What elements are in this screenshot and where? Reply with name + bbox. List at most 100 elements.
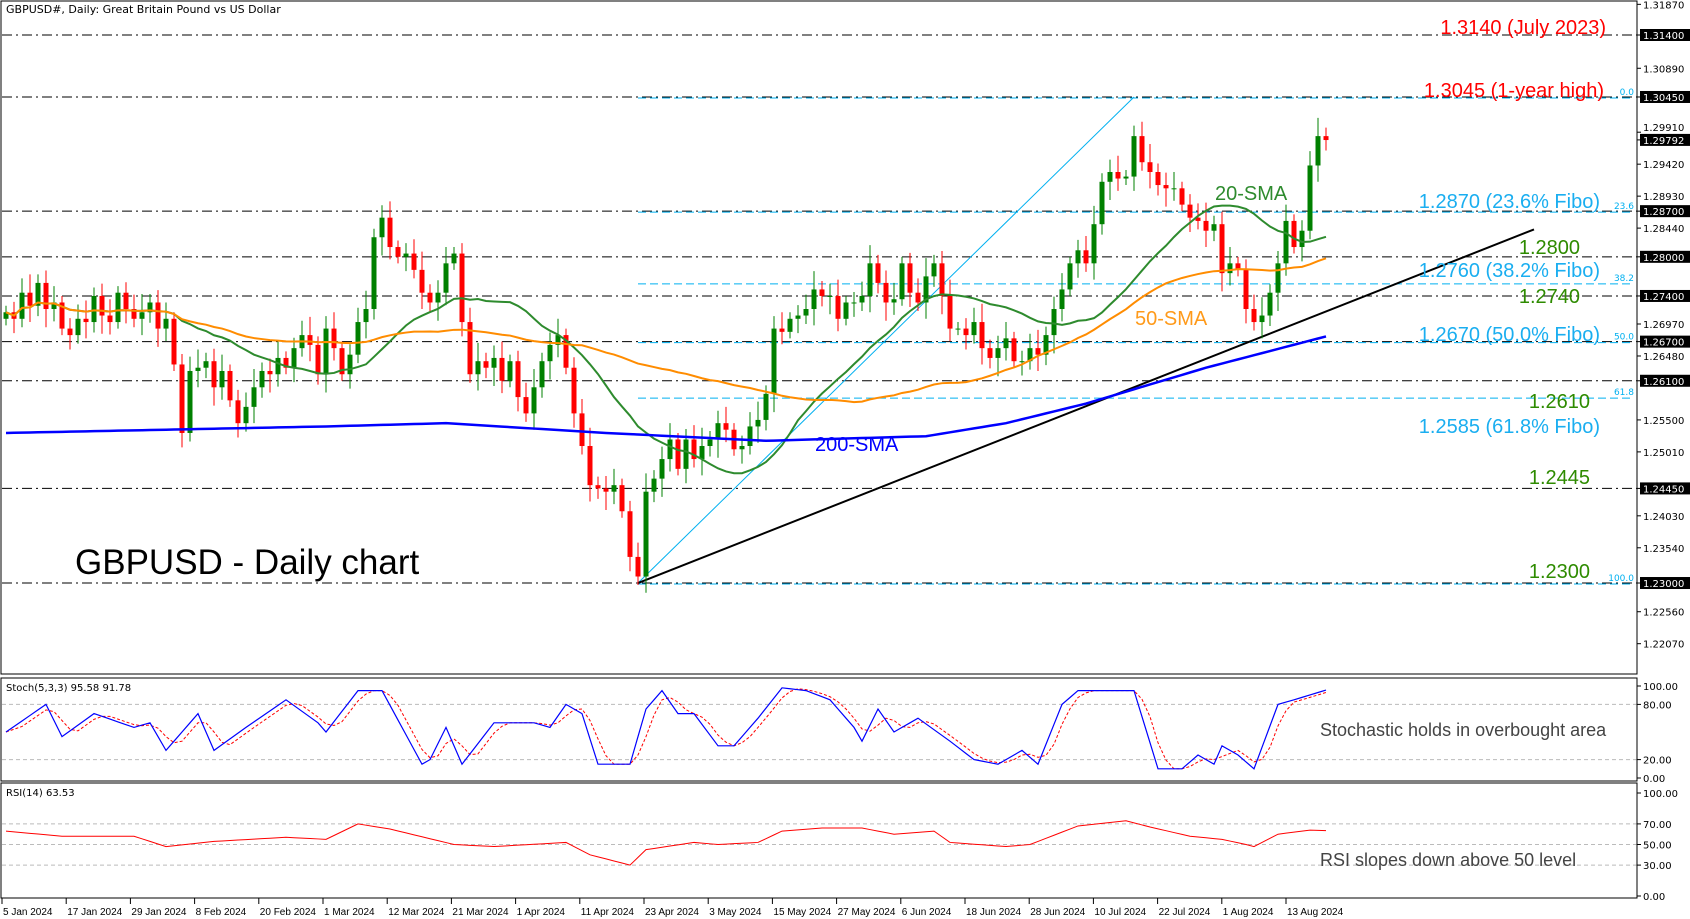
candle-body [771, 328, 777, 394]
candle-body [779, 328, 785, 332]
fibo-level-ratio: 38.2 [1614, 274, 1634, 284]
candle-body [515, 361, 521, 398]
candle-body [691, 439, 697, 460]
level-label-1-2610: 1.2610 [1529, 391, 1590, 413]
candle-body [1315, 136, 1321, 166]
date-tick-label: 18 Jun 2024 [966, 907, 1021, 918]
rsi-title: RSI(14) 63.53 [6, 788, 75, 799]
candle-body [907, 263, 913, 293]
candle-body [1227, 263, 1233, 274]
sma200-label: 200-SMA [815, 434, 899, 456]
candle-body [451, 253, 457, 264]
candle-body [307, 335, 313, 345]
candle-body [883, 282, 889, 303]
candle-body [667, 439, 673, 460]
candle-body [571, 367, 577, 414]
candle-body [1283, 220, 1289, 264]
candle-body [947, 295, 953, 329]
candle-body [1291, 220, 1297, 248]
uptrend-line [637, 228, 1535, 584]
candle-body [699, 446, 705, 460]
date-tick-label: 21 Mar 2024 [452, 907, 509, 918]
candle-body [923, 276, 929, 303]
candle-body [1235, 263, 1241, 270]
candle-body [867, 263, 873, 296]
candle-body [875, 263, 881, 283]
fibo-level-ratio: 0.0 [1620, 88, 1635, 98]
price-tick-label: 1.23540 [1643, 544, 1684, 555]
candle-body [371, 237, 377, 310]
candle-body [995, 348, 1001, 358]
candle-body [563, 335, 569, 368]
candle-body [443, 263, 449, 293]
candle-body [1131, 136, 1137, 177]
candle-body [1147, 162, 1153, 173]
candle-body [939, 263, 945, 296]
stoch-tick-label: 100.00 [1643, 682, 1678, 693]
candle-body [491, 357, 497, 368]
candle-body [915, 292, 921, 303]
candle-body [987, 348, 993, 358]
price-tag-background [1640, 289, 1690, 302]
candle-body [803, 309, 809, 316]
candle-body [891, 299, 897, 303]
candle-body [859, 295, 865, 303]
candle-body [1267, 292, 1273, 316]
candle-body [675, 439, 681, 469]
date-tick-label: 12 Mar 2024 [388, 907, 445, 918]
candle-body [507, 361, 513, 381]
level-label-1-3140: 1.3140 (July 2023) [1440, 17, 1606, 39]
price-tick-label: 1.29420 [1643, 160, 1684, 171]
price-panel: 0.0 23.6 38.2 50.0 61.8 100.0 [0, 0, 1638, 675]
candle-body [1059, 289, 1065, 310]
candle-body [171, 318, 177, 365]
candle-body [179, 364, 185, 433]
date-tick-label: 17 Jan 2024 [67, 907, 122, 918]
candle-body [1075, 250, 1081, 264]
candle-body [115, 292, 121, 323]
candle-body [163, 318, 169, 329]
candle-body [955, 328, 961, 330]
candle-body [467, 322, 473, 375]
candle-body [219, 370, 225, 388]
date-tick-label: 28 Jun 2024 [1030, 907, 1085, 918]
candle-body [19, 292, 25, 319]
candle-body [827, 295, 833, 297]
candle-body [971, 322, 977, 336]
candle-body [555, 335, 561, 345]
candle-body [811, 289, 817, 310]
candle-body [531, 387, 537, 414]
candle-body [979, 322, 985, 349]
rsi-line [5, 820, 1327, 866]
rsi-tick-label: 70.00 [1643, 820, 1672, 831]
candle-body [155, 302, 161, 329]
candle-body [315, 344, 321, 375]
candle-body [619, 485, 625, 512]
price-tick-label: 1.31400 [1643, 31, 1684, 42]
candle-body [187, 370, 193, 433]
stoch-note: Stochastic holds in overbought area [1320, 720, 1607, 740]
candle-body [387, 217, 393, 248]
price-tag-background [1640, 250, 1690, 263]
price-tick-label: 1.30450 [1643, 93, 1684, 104]
date-tick-label: 23 Apr 2024 [645, 907, 699, 918]
candle-body [659, 459, 665, 479]
sma50-line [5, 257, 1327, 404]
candle-body [1091, 224, 1097, 264]
level-label-1-2445: 1.2445 [1529, 467, 1590, 489]
candle-body [1171, 188, 1177, 190]
date-tick-label: 8 Feb 2024 [196, 907, 247, 918]
rsi-tick-label: 50.00 [1643, 841, 1672, 852]
price-tick-label: 1.30890 [1643, 64, 1684, 75]
rsi-tick-label: 0.00 [1643, 892, 1665, 903]
candle-body [59, 302, 65, 329]
candle-body [1099, 181, 1105, 225]
candle-body [235, 400, 241, 424]
price-tick-label: 1.24450 [1643, 484, 1684, 495]
candle-body [1043, 335, 1049, 355]
candle-body [203, 361, 209, 368]
price-tick-label: 1.22070 [1643, 640, 1684, 651]
candle-body [275, 357, 281, 375]
price-tick-label: 1.29792 [1643, 136, 1684, 147]
